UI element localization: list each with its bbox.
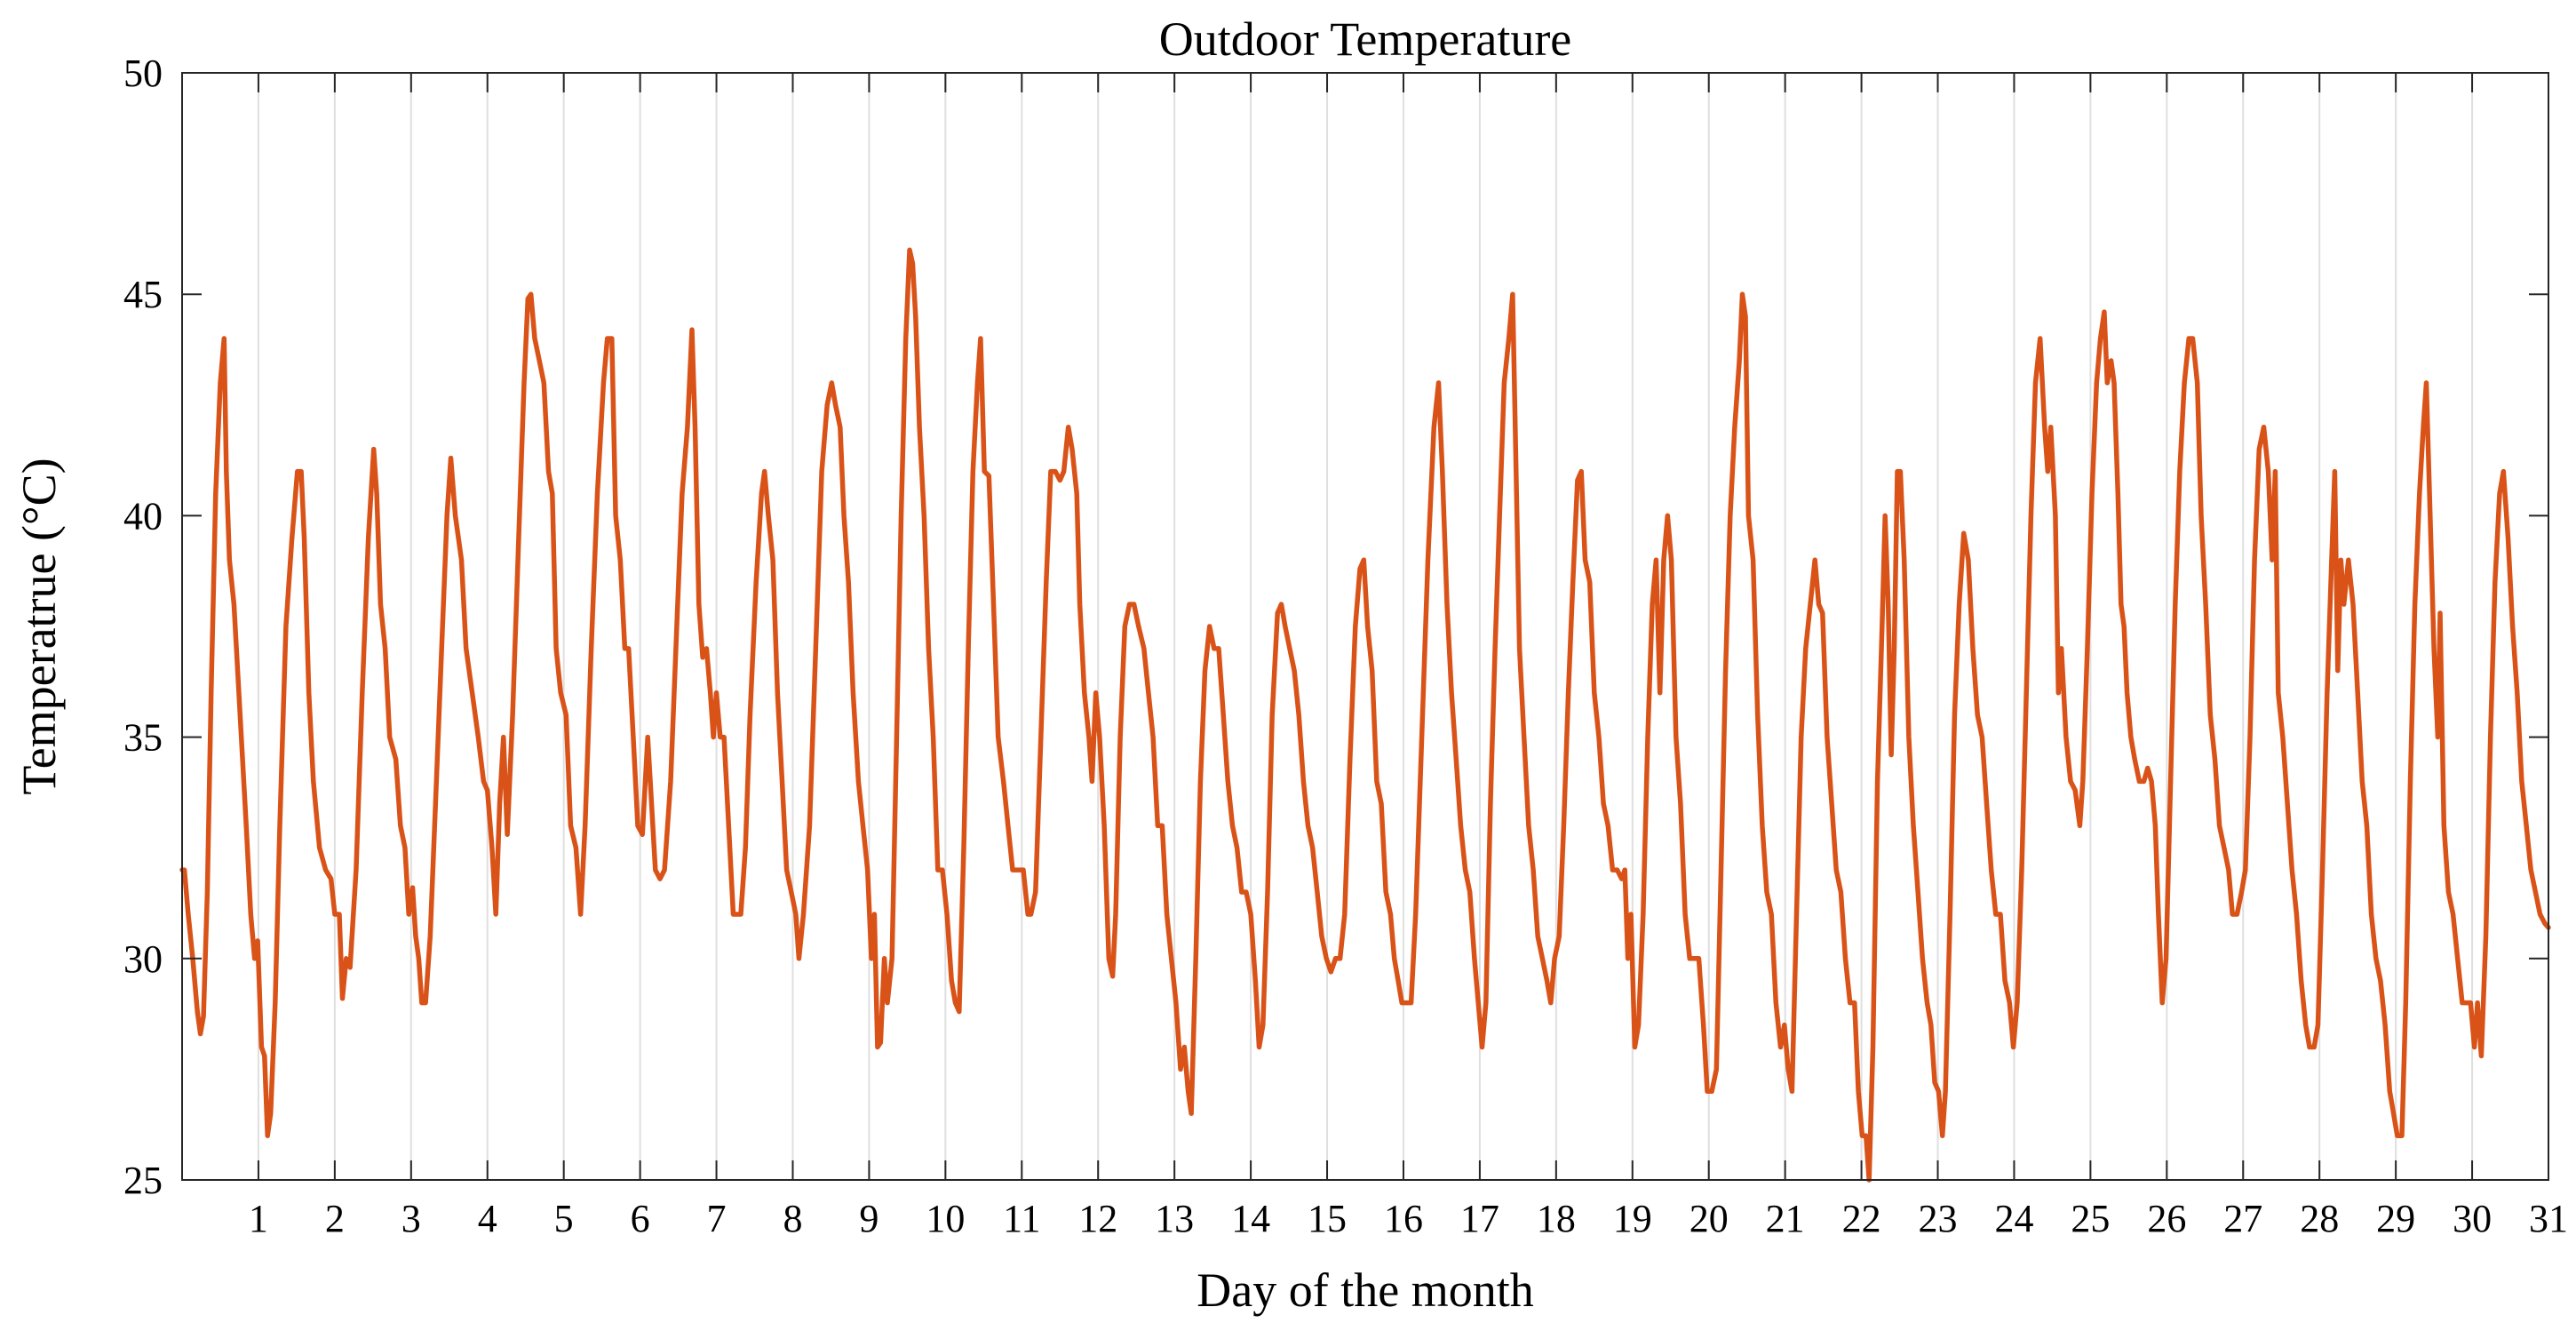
x-tick-label: 4 [478, 1197, 497, 1240]
chart-title: Outdoor Temperature [1159, 12, 1572, 66]
x-tick-label: 28 [2300, 1197, 2339, 1240]
x-tick-label: 2 [325, 1197, 345, 1240]
x-tick-label: 29 [2376, 1197, 2415, 1240]
x-tick-label: 18 [1537, 1197, 1576, 1240]
x-tick-label: 9 [859, 1197, 879, 1240]
x-tick-label: 31 [2529, 1197, 2568, 1240]
tick-marks [182, 72, 2549, 1181]
y-tick-label: 35 [123, 716, 163, 760]
x-tick-label: 25 [2071, 1197, 2110, 1240]
y-tick-label: 25 [123, 1159, 163, 1202]
y-tick-labels: 25 30 35 40 45 50 [123, 52, 163, 1202]
x-tick-label: 16 [1384, 1197, 1423, 1240]
x-tick-label: 12 [1078, 1197, 1117, 1240]
x-tick-labels: 1 2 3 4 5 6 7 8 9 10 11 12 13 14 15 16 17 18 19 20 21 22 23 24 2… [249, 1197, 2568, 1240]
x-tick-label: 20 [1690, 1197, 1729, 1240]
x-tick-label: 23 [1919, 1197, 1958, 1240]
x-tick-label: 11 [1003, 1197, 1040, 1240]
x-tick-label: 19 [1613, 1197, 1652, 1240]
x-tick-label: 24 [1994, 1197, 2033, 1240]
y-tick-label: 30 [123, 937, 163, 981]
x-tick-label: 21 [1766, 1197, 1805, 1240]
x-tick-label: 6 [631, 1197, 650, 1240]
x-tick-label: 10 [926, 1197, 965, 1240]
y-axis-label: Temperatrue (°C) [12, 458, 66, 794]
x-tick-label: 22 [1842, 1197, 1881, 1240]
y-tick-label: 50 [123, 52, 163, 95]
x-tick-label: 1 [249, 1197, 268, 1240]
x-tick-label: 26 [2147, 1197, 2186, 1240]
x-tick-label: 13 [1155, 1197, 1194, 1240]
x-tick-label: 5 [554, 1197, 574, 1240]
x-tick-label: 8 [783, 1197, 802, 1240]
y-tick-label: 45 [123, 273, 163, 316]
x-tick-label: 15 [1308, 1197, 1347, 1240]
x-tick-label: 3 [402, 1197, 421, 1240]
x-tick-label: 17 [1460, 1197, 1499, 1240]
y-tick-label: 40 [123, 494, 163, 538]
series-line [179, 247, 2551, 1183]
axes-box [181, 72, 2549, 1181]
x-tick-label: 30 [2453, 1197, 2492, 1240]
x-axis-label: Day of the month [1197, 1263, 1533, 1317]
x-tick-label: 7 [707, 1197, 727, 1240]
x-tick-label: 14 [1231, 1197, 1270, 1240]
x-tick-label: 27 [2223, 1197, 2262, 1240]
